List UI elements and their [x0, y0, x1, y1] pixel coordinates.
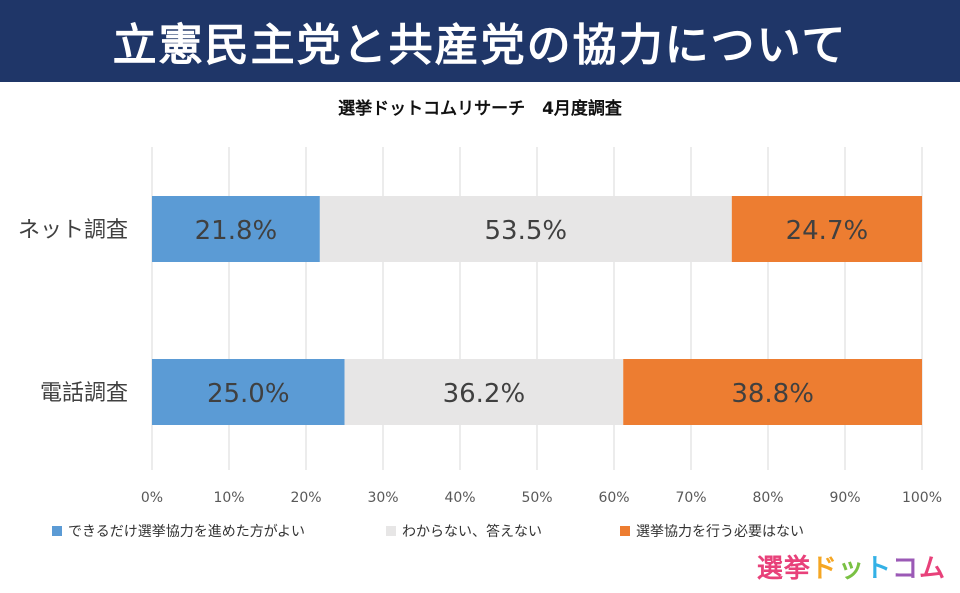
legend-swatch — [52, 526, 62, 536]
legend-swatch — [620, 526, 630, 536]
data-label: 36.2% — [443, 379, 526, 409]
logo-char: ト — [864, 554, 892, 584]
chart-title: 立憲民主党と共産党の協力について — [112, 20, 848, 71]
x-tick-label: 20% — [290, 490, 321, 506]
logo-char: コ — [891, 554, 919, 584]
data-label: 53.5% — [485, 216, 568, 246]
data-label: 38.8% — [731, 379, 814, 409]
logo-char: ド — [810, 554, 838, 584]
logo-char: 選 — [756, 554, 784, 584]
logo-char: ッ — [837, 554, 865, 584]
bar-segment — [319, 196, 732, 262]
logo-char: ム — [918, 554, 946, 584]
bar-segment — [152, 196, 320, 262]
chart-legend: できるだけ選挙協力を進めた方がよい わからない、答えない 選挙協力を行う必要はない — [52, 521, 932, 545]
category-label: 電話調査 — [40, 381, 128, 406]
legend-label: できるだけ選挙協力を進めた方がよい — [68, 524, 306, 540]
x-tick-label: 70% — [675, 490, 706, 506]
x-tick-label: 0% — [141, 490, 163, 506]
x-tick-label: 60% — [598, 490, 629, 506]
legend-label: 選挙協力を行う必要はない — [636, 524, 804, 540]
bar-segment — [623, 359, 922, 425]
bar-segment — [344, 359, 624, 425]
data-label: 24.7% — [786, 216, 869, 246]
x-tick-label: 80% — [752, 490, 783, 506]
logo-char: 挙 — [783, 554, 811, 584]
x-tick-label: 30% — [367, 490, 398, 506]
legend-label: わからない、答えない — [402, 524, 542, 540]
x-tick-label: 50% — [521, 490, 552, 506]
x-tick-label: 40% — [444, 490, 475, 506]
legend-item: 選挙協力を行う必要はない — [620, 521, 804, 541]
bar-segment — [731, 196, 922, 262]
title-banner: 立憲民主党と共産党の協力について — [0, 0, 960, 82]
data-label: 21.8% — [195, 216, 278, 246]
x-tick-label: 90% — [829, 490, 860, 506]
legend-swatch — [386, 526, 396, 536]
bar-segment — [152, 359, 345, 425]
x-tick-label: 10% — [213, 490, 244, 506]
category-label: ネット調査 — [18, 218, 128, 243]
data-label: 25.0% — [207, 379, 290, 409]
legend-item: わからない、答えない — [386, 521, 542, 541]
site-logo: 選挙ドットコム — [757, 548, 946, 585]
legend-item: できるだけ選挙協力を進めた方がよい — [52, 521, 305, 541]
x-tick-label: 100% — [902, 490, 942, 506]
chart-subtitle: 選挙ドットコムリサーチ 4月度調査 — [338, 99, 622, 119]
